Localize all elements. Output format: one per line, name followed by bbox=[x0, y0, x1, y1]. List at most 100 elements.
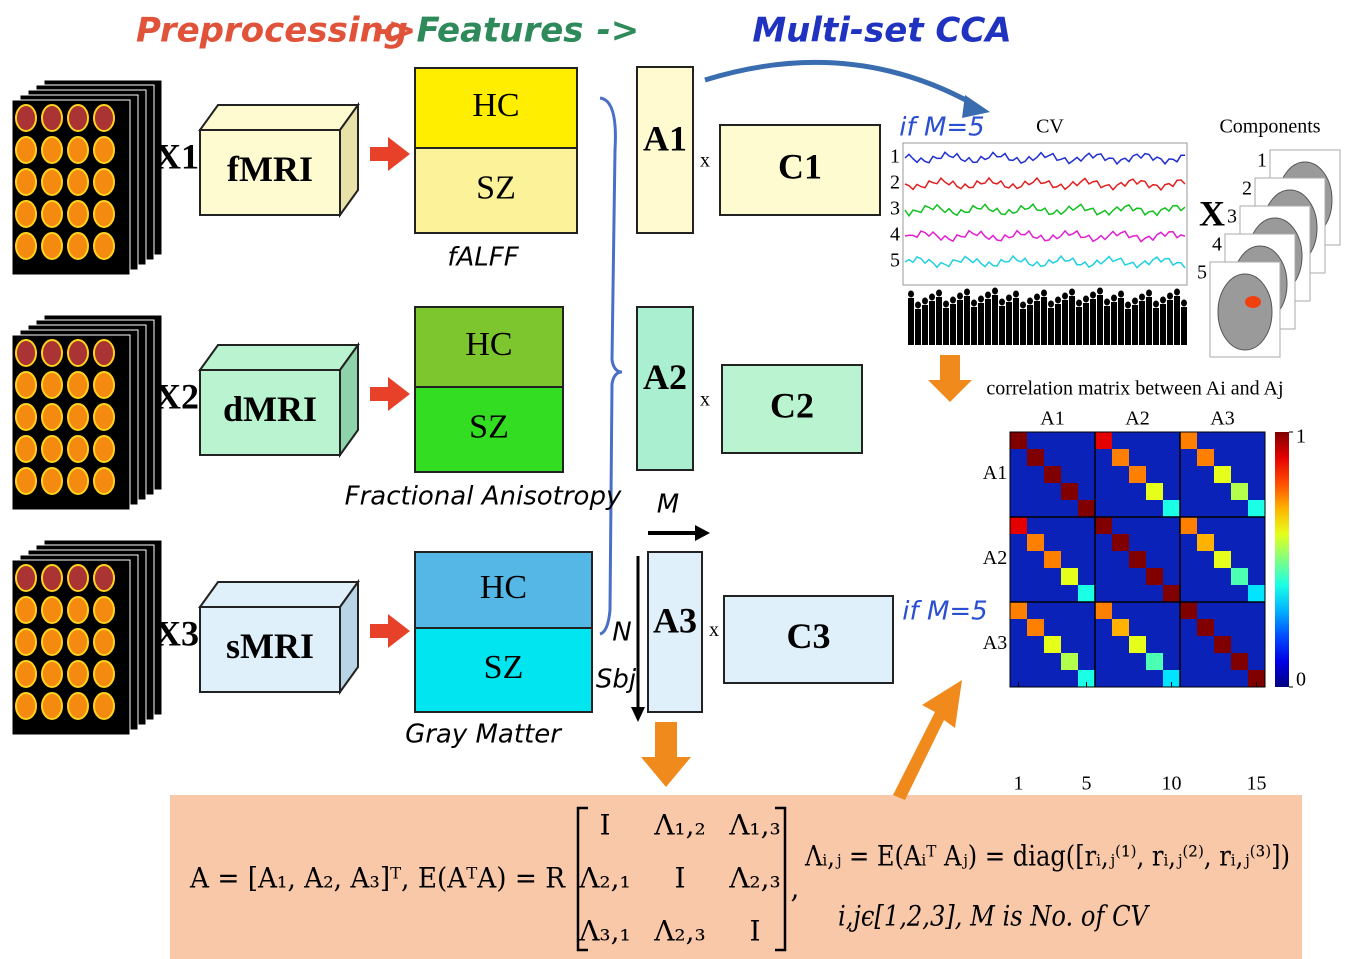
brain-slice bbox=[68, 661, 88, 687]
x-tick-label: 1 bbox=[1014, 773, 1024, 795]
x-tick-label: 10 bbox=[1162, 773, 1182, 795]
modality-name: fMRI bbox=[227, 149, 313, 189]
brain-slice bbox=[68, 372, 88, 398]
brain-slice bbox=[94, 233, 114, 259]
person-head bbox=[964, 289, 970, 296]
brain-slice bbox=[94, 629, 114, 655]
component-number: 5 bbox=[1197, 262, 1207, 284]
brain-slice bbox=[68, 436, 88, 462]
person-body bbox=[1139, 301, 1145, 345]
person-head bbox=[1139, 294, 1145, 301]
matrix-cell bbox=[1129, 636, 1146, 653]
person-body bbox=[1146, 297, 1152, 345]
brain-slice bbox=[94, 201, 114, 227]
matrix-cell bbox=[1231, 568, 1248, 585]
matrix-cell bbox=[1044, 636, 1061, 653]
matrix-cell bbox=[1163, 500, 1180, 517]
component-number: 1 bbox=[1257, 150, 1267, 172]
matrix-cell bbox=[1078, 585, 1095, 602]
person-body bbox=[1118, 298, 1124, 345]
person-body bbox=[1013, 298, 1019, 345]
person-body bbox=[943, 308, 949, 345]
series-label: 2 bbox=[890, 172, 900, 194]
brain-slice bbox=[16, 436, 36, 462]
person-body bbox=[929, 301, 935, 345]
component-label: C2 bbox=[770, 385, 814, 425]
matrix-entry: Λ₁,₂ bbox=[653, 809, 706, 842]
matrix-cell bbox=[1027, 619, 1044, 636]
person-head bbox=[929, 294, 935, 301]
loading-label: A1 bbox=[643, 118, 687, 158]
person-body bbox=[1006, 302, 1012, 345]
person-head bbox=[908, 291, 914, 298]
matrix-cell bbox=[1214, 466, 1231, 483]
colorbar-label: 1 bbox=[1296, 426, 1306, 448]
person-body bbox=[1174, 296, 1180, 345]
component-brain bbox=[1218, 274, 1272, 350]
diagram: PreprocessingFeaturesMulti-set CCA->->X1… bbox=[0, 0, 1352, 959]
brain-slice bbox=[68, 233, 88, 259]
brain-slice bbox=[42, 201, 62, 227]
person-head bbox=[915, 302, 921, 309]
person-head bbox=[1104, 299, 1110, 306]
matrix-entry: Λ₃,₁ bbox=[578, 915, 631, 948]
person-head bbox=[1083, 296, 1089, 303]
matrix-cell bbox=[1095, 432, 1112, 449]
person-head bbox=[1125, 302, 1131, 309]
person-head bbox=[1146, 290, 1152, 297]
person-head bbox=[1041, 290, 1047, 297]
brain-slice bbox=[16, 565, 36, 591]
person-head bbox=[971, 300, 977, 307]
brain-slice bbox=[94, 436, 114, 462]
brain-slice bbox=[16, 468, 36, 494]
matrix-cell bbox=[1044, 466, 1061, 483]
x-tick-label: 5 bbox=[1082, 773, 1092, 795]
axis-label: M bbox=[657, 490, 679, 520]
person-head bbox=[1174, 289, 1180, 296]
component-blob bbox=[1245, 296, 1261, 308]
person-body bbox=[992, 295, 998, 345]
brain-slice bbox=[16, 372, 36, 398]
person-body bbox=[1062, 300, 1068, 345]
separator: , bbox=[791, 872, 800, 905]
person-head bbox=[1118, 291, 1124, 298]
person-body bbox=[908, 298, 914, 345]
brain-slice bbox=[42, 105, 62, 131]
brain-slice bbox=[42, 436, 62, 462]
person-body bbox=[936, 297, 942, 345]
person-head bbox=[999, 299, 1005, 306]
person-head bbox=[1006, 295, 1012, 302]
brain-slice bbox=[16, 169, 36, 195]
step-title: Multi-set CCA bbox=[752, 11, 1011, 51]
matrix-entry: I bbox=[674, 862, 685, 895]
matrix-cell bbox=[1231, 483, 1248, 500]
person-body bbox=[971, 307, 977, 345]
person-head bbox=[1167, 293, 1173, 300]
matrix-cell bbox=[1129, 551, 1146, 568]
matrix-entry: Λ₁,₃ bbox=[728, 809, 781, 842]
times: X bbox=[1199, 193, 1225, 233]
matrix-cell bbox=[1061, 653, 1078, 670]
component-label: C1 bbox=[778, 146, 822, 186]
matrix-entry: Λ₂,₃ bbox=[728, 862, 781, 895]
person-head bbox=[992, 288, 998, 295]
input-label: X3 bbox=[155, 613, 199, 653]
brain-slice bbox=[68, 137, 88, 163]
step-arrow: -> bbox=[597, 11, 640, 51]
person-body bbox=[1132, 305, 1138, 345]
brain-slice bbox=[94, 105, 114, 131]
component-label: C3 bbox=[787, 616, 831, 656]
person-head bbox=[1111, 295, 1117, 302]
matrix-cell bbox=[1214, 636, 1231, 653]
matrix-cell bbox=[1010, 602, 1027, 619]
series-label: 3 bbox=[890, 198, 900, 220]
formula: A = [A₁, A₂, A₃]ᵀ, E(AᵀA) = R bbox=[189, 862, 566, 895]
x-tick-label: 15 bbox=[1247, 773, 1267, 795]
person-head bbox=[922, 298, 928, 305]
brain-slice bbox=[16, 105, 36, 131]
person-body bbox=[1181, 307, 1187, 345]
times: x bbox=[700, 150, 710, 172]
person-body bbox=[957, 300, 963, 345]
matrix-title: correlation matrix between Ai and Aj bbox=[986, 378, 1283, 400]
matrix-cell bbox=[1248, 585, 1265, 602]
